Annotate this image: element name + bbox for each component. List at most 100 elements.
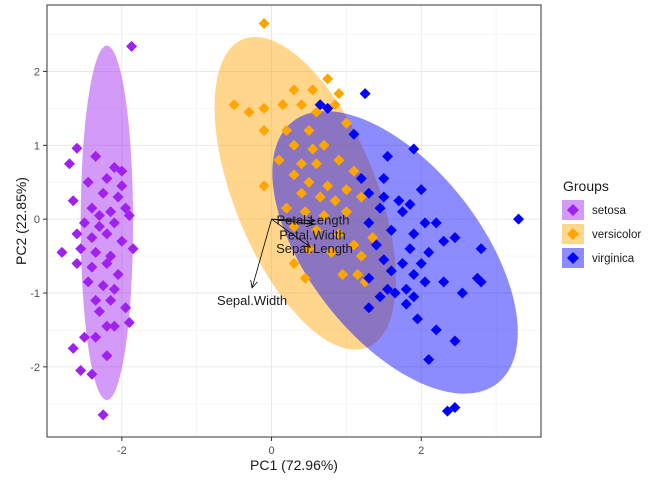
point-setosa bbox=[86, 261, 98, 273]
point-virginica bbox=[370, 239, 382, 251]
point-virginica bbox=[415, 184, 427, 196]
x-tick-label: -2 bbox=[117, 445, 127, 457]
point-setosa bbox=[67, 342, 79, 354]
point-versicolor bbox=[314, 191, 326, 203]
point-versicolor bbox=[352, 269, 364, 281]
point-versicolor bbox=[299, 272, 311, 284]
point-versicolor bbox=[355, 191, 367, 203]
point-versicolor bbox=[288, 139, 300, 151]
point-versicolor bbox=[340, 206, 352, 218]
point-virginica bbox=[408, 291, 420, 303]
point-versicolor bbox=[288, 221, 300, 233]
point-setosa bbox=[78, 331, 90, 343]
point-versicolor bbox=[277, 99, 289, 111]
point-virginica bbox=[363, 217, 375, 229]
point-versicolor bbox=[258, 102, 270, 114]
point-setosa bbox=[112, 191, 124, 203]
point-setosa bbox=[90, 331, 102, 343]
point-virginica bbox=[348, 128, 360, 140]
point-versicolor bbox=[303, 243, 315, 255]
point-setosa bbox=[71, 257, 83, 269]
point-versicolor bbox=[281, 202, 293, 214]
variable-arrows: Sepal.Length Sepal.Width Petal.LengthPetal… bbox=[217, 213, 353, 308]
x-tick-label: 2 bbox=[418, 445, 424, 457]
point-setosa bbox=[75, 365, 87, 377]
point-setosa bbox=[97, 409, 109, 421]
point-setosa bbox=[56, 246, 68, 258]
arrowhead-sepal-width bbox=[250, 279, 258, 289]
point-virginica bbox=[404, 198, 416, 210]
variable-label-petal-length: Petal.Length bbox=[276, 213, 349, 228]
point-setosa bbox=[67, 195, 79, 207]
point-versicolor bbox=[322, 180, 334, 192]
arrowhead-petal-width bbox=[305, 219, 315, 228]
point-setosa bbox=[116, 165, 128, 177]
point-versicolor bbox=[295, 158, 307, 170]
point-setosa bbox=[101, 350, 113, 362]
point-setosa bbox=[101, 173, 113, 185]
point-virginica bbox=[400, 298, 412, 310]
point-versicolor bbox=[299, 206, 311, 218]
point-setosa bbox=[123, 209, 135, 221]
point-virginica bbox=[449, 232, 461, 244]
point-virginica bbox=[475, 243, 487, 255]
x-tick-label: 0 bbox=[268, 445, 274, 457]
point-virginica bbox=[449, 401, 461, 413]
point-versicolor bbox=[310, 158, 322, 170]
point-setosa bbox=[127, 243, 139, 255]
point-setosa bbox=[108, 320, 120, 332]
point-virginica bbox=[430, 324, 442, 336]
legend-label-virginica: virginica bbox=[592, 253, 635, 265]
legend: Groups setosa versicolor virginica bbox=[562, 178, 641, 268]
point-virginica bbox=[408, 143, 420, 155]
legend-title: Groups bbox=[563, 178, 609, 194]
panel-border bbox=[46, 4, 542, 438]
arrowhead-sepal-length bbox=[302, 239, 312, 248]
y-tick-label: 2 bbox=[34, 66, 40, 78]
point-setosa bbox=[90, 294, 102, 306]
point-versicolor bbox=[295, 187, 307, 199]
point-virginica bbox=[363, 302, 375, 314]
point-versicolor bbox=[228, 99, 240, 111]
point-virginica bbox=[385, 265, 397, 277]
point-virginica bbox=[355, 173, 367, 185]
point-versicolor bbox=[310, 224, 322, 236]
point-setosa bbox=[126, 40, 138, 52]
point-setosa bbox=[93, 209, 105, 221]
point-setosa bbox=[90, 246, 102, 258]
point-versicolor bbox=[329, 99, 341, 111]
point-versicolor bbox=[348, 165, 360, 177]
point-setosa bbox=[71, 142, 83, 154]
point-virginica bbox=[408, 228, 420, 240]
point-versicolor bbox=[258, 125, 270, 137]
point-virginica bbox=[378, 173, 390, 185]
point-setosa bbox=[75, 243, 87, 255]
point-versicolor bbox=[303, 125, 315, 137]
y-axis-title: PC2 (22.85%) bbox=[13, 177, 29, 265]
point-versicolor bbox=[258, 180, 270, 192]
point-virginica bbox=[475, 276, 487, 288]
point-versicolor bbox=[303, 176, 315, 188]
data-points bbox=[56, 17, 525, 421]
point-virginica bbox=[374, 202, 386, 214]
point-virginica bbox=[363, 187, 375, 199]
point-virginica bbox=[378, 191, 390, 203]
point-versicolor bbox=[281, 125, 293, 137]
point-virginica bbox=[456, 287, 468, 299]
point-setosa bbox=[93, 305, 105, 317]
point-virginica bbox=[419, 217, 431, 229]
point-versicolor bbox=[329, 195, 341, 207]
point-versicolor bbox=[288, 257, 300, 269]
point-virginica bbox=[438, 276, 450, 288]
point-setosa bbox=[101, 257, 113, 269]
arrowhead-petal-length bbox=[307, 216, 316, 225]
point-virginica bbox=[400, 283, 412, 295]
point-versicolor bbox=[333, 154, 345, 166]
y-tick-label: 0 bbox=[34, 214, 40, 226]
legend-marker-setosa bbox=[567, 204, 579, 216]
arrow-sepal-length bbox=[271, 218, 311, 248]
variable-label-petal-width: Petal.Width bbox=[279, 227, 345, 242]
point-setosa bbox=[63, 158, 75, 170]
point-virginica bbox=[441, 405, 453, 417]
